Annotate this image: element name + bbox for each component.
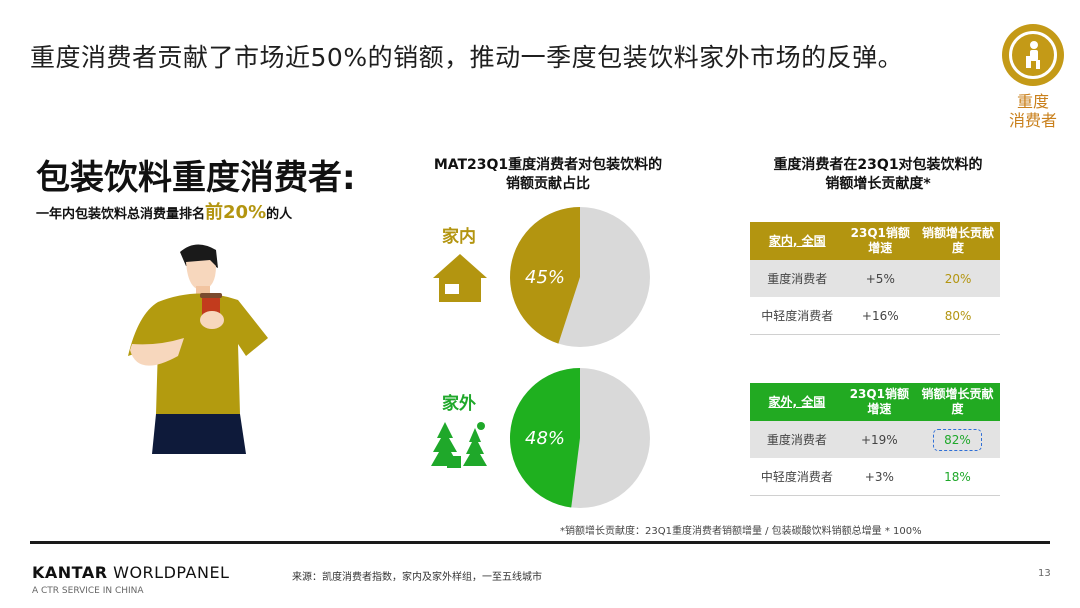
footnote: *销额增长贡献度：23Q1重度消费者销额增量 / 包装碳酸饮料销额总增量 * 1… — [560, 526, 922, 537]
badge-label-line1: 重度 — [1016, 92, 1049, 111]
outdoor-trees-icon — [431, 422, 487, 468]
subtitle-highlight: 前20% — [205, 202, 267, 223]
row-growth: +19% — [843, 421, 915, 458]
source-note: 来源：凯度消费者指数，家内及家外样组，一至五线城市 — [292, 572, 542, 583]
page-headline: 重度消费者贡献了市场近50%的销额，推动一季度包装饮料家外市场的反弹。 — [30, 43, 904, 72]
table-row: 重度消费者 +19% 82% — [750, 421, 1000, 458]
table-header-cell: 家外, 全国 — [768, 394, 826, 409]
home-pie-slice — [510, 207, 580, 344]
share-chart-title-line1: MAT23Q1重度消费者对包装饮料的 — [433, 157, 663, 173]
table-header-cell: 23Q1销额增速 — [850, 226, 910, 255]
out-pie-label: 48% — [525, 428, 565, 449]
house-icon — [433, 254, 487, 302]
table-header-row: 家内, 全国 23Q1销额增速 销额增长贡献度 — [750, 222, 1000, 260]
row-growth: +5% — [844, 260, 917, 297]
table-row: 中轻度消费者 +16% 80% — [750, 297, 1000, 335]
section-title: 包装饮料重度消费者: — [36, 158, 356, 198]
home-pie-label: 45% — [525, 267, 565, 288]
footer-divider — [30, 541, 1050, 544]
table-row: 重度消费者 +5% 20% — [750, 260, 1000, 297]
row-growth: +16% — [844, 297, 917, 335]
badge-label-line2: 消费者 — [1008, 111, 1057, 130]
row-name: 重度消费者 — [750, 260, 845, 297]
share-chart-title: MAT23Q1重度消费者对包装饮料的 销额贡献占比 — [418, 156, 678, 194]
heavy-consumer-badge: 重度 消费者 — [1000, 24, 1066, 130]
table-header-row: 家外, 全国 23Q1销额增速 销额增长贡献度 — [750, 383, 1000, 421]
person-seated-icon — [1026, 41, 1040, 69]
table-header-cell: 销额增长贡献度 — [921, 387, 994, 416]
growth-contrib-title-line1: 重度消费者在23Q1对包装饮料的 — [773, 157, 983, 173]
section-subtitle: 一年内包装饮料总消费量排名前20%的人 — [36, 198, 292, 224]
home-label: 家内 — [442, 227, 476, 247]
table-row: 中轻度消费者 +3% 18% — [750, 458, 1000, 496]
row-contrib: 20% — [916, 260, 1000, 297]
subtitle-post: 的人 — [266, 207, 293, 222]
table-header-cell: 销额增长贡献度 — [922, 226, 995, 255]
row-contrib: 80% — [916, 297, 1000, 335]
row-contrib: 18% — [914, 458, 1000, 496]
growth-contrib-title-line2: 销额增长贡献度* — [825, 176, 931, 192]
brand-subtitle: A CTR SERVICE IN CHINA — [32, 586, 144, 596]
table-header-cell: 23Q1销额增速 — [849, 387, 909, 416]
share-pie-charts: 45% 48% — [509, 207, 650, 508]
row-name: 重度消费者 — [750, 421, 844, 458]
brand-logo: KANTAR WORLDPANEL — [32, 563, 229, 582]
row-growth: +3% — [843, 458, 915, 496]
row-contrib-highlight: 82% — [933, 428, 982, 451]
out-pie-slice — [509, 368, 580, 508]
home-growth-table: 家内, 全国 23Q1销额增速 销额增长贡献度 重度消费者 +5% 20% 中轻… — [750, 222, 1000, 335]
share-chart-title-line2: 销额贡献占比 — [506, 176, 590, 192]
out-growth-table: 家外, 全国 23Q1销额增速 销额增长贡献度 重度消费者 +19% 82% 中… — [750, 383, 1000, 496]
table-header-cell: 家内, 全国 — [768, 233, 826, 248]
row-name: 中轻度消费者 — [750, 297, 845, 335]
growth-contrib-title: 重度消费者在23Q1对包装饮料的 销额增长贡献度* — [748, 156, 1008, 194]
out-label: 家外 — [442, 394, 476, 414]
subtitle-pre: 一年内包装饮料总消费量排名 — [36, 207, 206, 222]
brand-rest: WORLDPANEL — [107, 563, 230, 582]
row-name: 中轻度消费者 — [750, 458, 844, 496]
brand-bold: KANTAR — [32, 563, 108, 582]
page-number: 13 — [1038, 568, 1051, 579]
person-drinking-illustration — [128, 244, 268, 454]
badge-circle — [1002, 24, 1064, 86]
